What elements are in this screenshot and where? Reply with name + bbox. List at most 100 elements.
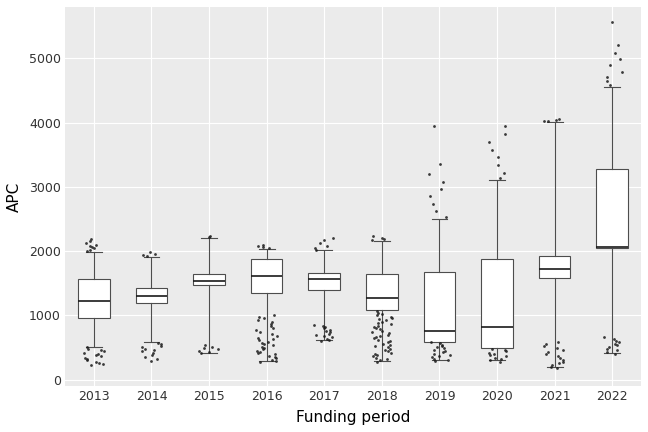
- Point: [484, 349, 494, 356]
- PathPatch shape: [481, 259, 513, 348]
- Point: [601, 345, 612, 352]
- Point: [484, 352, 494, 359]
- Point: [495, 175, 505, 182]
- Point: [615, 56, 625, 63]
- Point: [156, 343, 166, 349]
- Point: [498, 169, 509, 176]
- Point: [271, 355, 281, 362]
- Point: [382, 356, 392, 362]
- Point: [85, 246, 95, 253]
- Point: [371, 354, 382, 361]
- Point: [371, 334, 382, 340]
- Point: [267, 319, 277, 326]
- Point: [371, 312, 382, 319]
- Point: [369, 350, 380, 357]
- Point: [89, 245, 100, 252]
- Point: [138, 251, 148, 258]
- Point: [553, 339, 563, 346]
- Point: [386, 313, 397, 320]
- Point: [327, 234, 338, 241]
- Point: [599, 334, 609, 341]
- Point: [95, 346, 106, 353]
- Point: [554, 360, 564, 367]
- Point: [207, 343, 218, 350]
- PathPatch shape: [424, 272, 456, 342]
- Point: [323, 330, 334, 337]
- Point: [266, 323, 276, 330]
- Point: [434, 353, 445, 359]
- Point: [558, 346, 568, 353]
- Point: [264, 353, 274, 359]
- Point: [259, 345, 270, 352]
- Point: [322, 242, 332, 249]
- Point: [487, 345, 497, 352]
- Point: [78, 349, 89, 356]
- Point: [492, 154, 503, 161]
- Point: [429, 355, 439, 362]
- Point: [370, 343, 380, 349]
- Point: [373, 352, 383, 359]
- Point: [383, 339, 393, 346]
- Point: [377, 327, 388, 334]
- Point: [542, 117, 553, 124]
- Point: [91, 352, 101, 359]
- Point: [386, 321, 396, 328]
- Point: [445, 351, 455, 358]
- Point: [378, 340, 388, 347]
- Point: [82, 356, 92, 362]
- Point: [383, 331, 393, 338]
- Point: [438, 178, 448, 185]
- Point: [82, 344, 93, 351]
- Point: [251, 327, 262, 334]
- Point: [426, 339, 436, 346]
- Point: [82, 248, 93, 254]
- Point: [367, 233, 378, 240]
- Point: [489, 350, 499, 357]
- Point: [205, 233, 215, 240]
- Point: [150, 250, 161, 257]
- Point: [437, 342, 447, 349]
- Point: [252, 347, 262, 354]
- Point: [152, 356, 163, 362]
- Point: [98, 348, 109, 355]
- Point: [439, 345, 449, 352]
- Point: [156, 341, 167, 348]
- Point: [430, 208, 441, 215]
- Point: [380, 346, 390, 353]
- Point: [441, 213, 452, 220]
- Point: [145, 357, 156, 364]
- Point: [368, 353, 378, 360]
- Point: [386, 314, 397, 321]
- Point: [428, 201, 438, 208]
- Point: [311, 246, 321, 253]
- Point: [318, 322, 328, 329]
- Point: [485, 357, 496, 364]
- Point: [253, 317, 263, 324]
- Point: [546, 362, 557, 368]
- Point: [369, 335, 379, 342]
- Point: [435, 340, 445, 347]
- Point: [145, 249, 156, 256]
- Point: [542, 349, 553, 356]
- Point: [258, 346, 268, 353]
- PathPatch shape: [596, 169, 628, 248]
- Point: [443, 356, 453, 363]
- Point: [194, 347, 205, 354]
- Point: [255, 349, 266, 356]
- Point: [555, 354, 566, 361]
- Point: [430, 358, 440, 365]
- Point: [541, 341, 551, 348]
- Point: [268, 336, 278, 343]
- Point: [610, 50, 620, 57]
- Point: [369, 324, 379, 330]
- Point: [137, 348, 147, 355]
- Point: [489, 354, 500, 361]
- Point: [255, 328, 266, 335]
- Point: [319, 324, 330, 330]
- Point: [253, 242, 263, 249]
- Point: [253, 350, 263, 357]
- Point: [325, 329, 335, 336]
- Point: [272, 332, 282, 339]
- Point: [605, 62, 615, 69]
- Point: [373, 322, 384, 329]
